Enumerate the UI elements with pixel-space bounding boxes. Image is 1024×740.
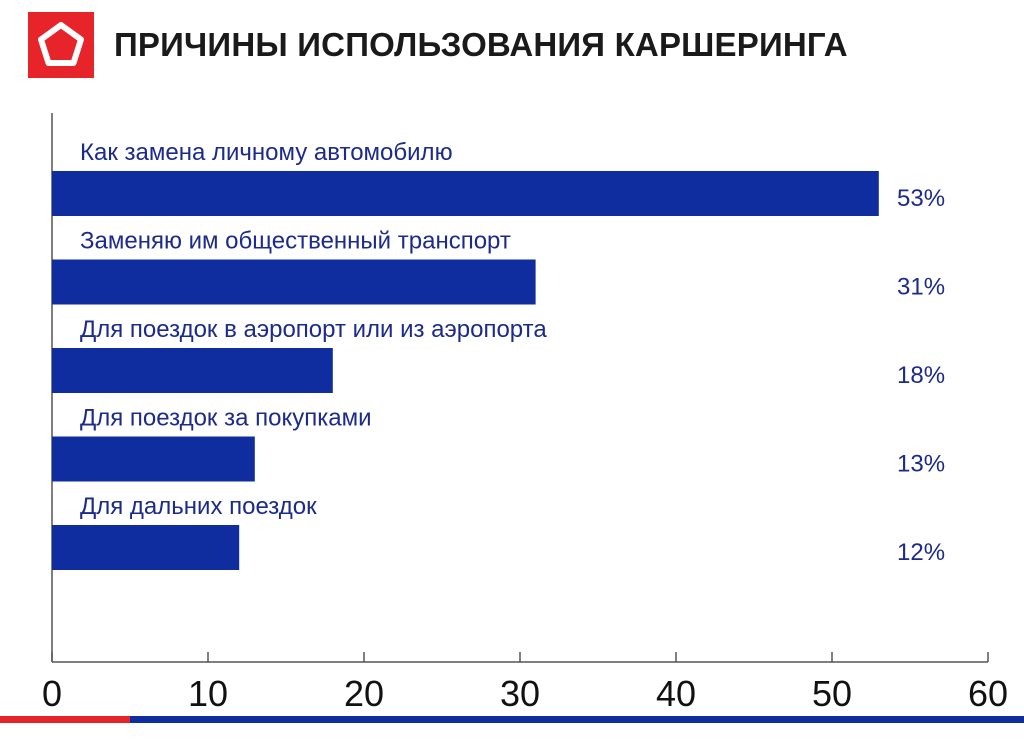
x-tick-label: 60 [968,673,1008,714]
category-label: Для поездок за покупками [80,405,372,432]
category-label: Для дальних поездок [80,493,317,520]
data-label: 13% [897,451,945,478]
category-label: Для поездок в аэропорт или из аэропорта [80,316,547,343]
data-label: 12% [897,539,945,566]
bar [52,259,536,305]
x-tick-label: 40 [656,673,696,714]
footer-stripe-red [0,716,130,723]
x-tick-label: 0 [42,673,62,714]
bar [52,525,240,570]
page-title: ПРИЧИНЫ ИСПОЛЬЗОВАНИЯ КАРШЕРИНГА [114,26,848,63]
data-label: 31% [897,274,945,301]
x-tick-label: 10 [188,673,228,714]
footer-stripe-blue [130,716,1024,723]
bar [52,436,255,482]
brand-logo [28,12,94,78]
bar-chart: 0 10 20 30 40 50 60 Как замена личному автомоби… [42,113,1008,714]
data-label: 53% [897,185,945,212]
bar [52,171,879,216]
x-tick-label: 30 [500,673,540,714]
pentagon-logo-icon [38,22,84,66]
category-label: Как замена личному автомобилю [80,139,453,166]
data-label: 18% [897,362,945,389]
x-tick-label: 20 [344,673,384,714]
x-tick-label: 50 [812,673,852,714]
bar [52,348,333,393]
category-label: Заменяю им общественный транспорт [80,228,511,255]
